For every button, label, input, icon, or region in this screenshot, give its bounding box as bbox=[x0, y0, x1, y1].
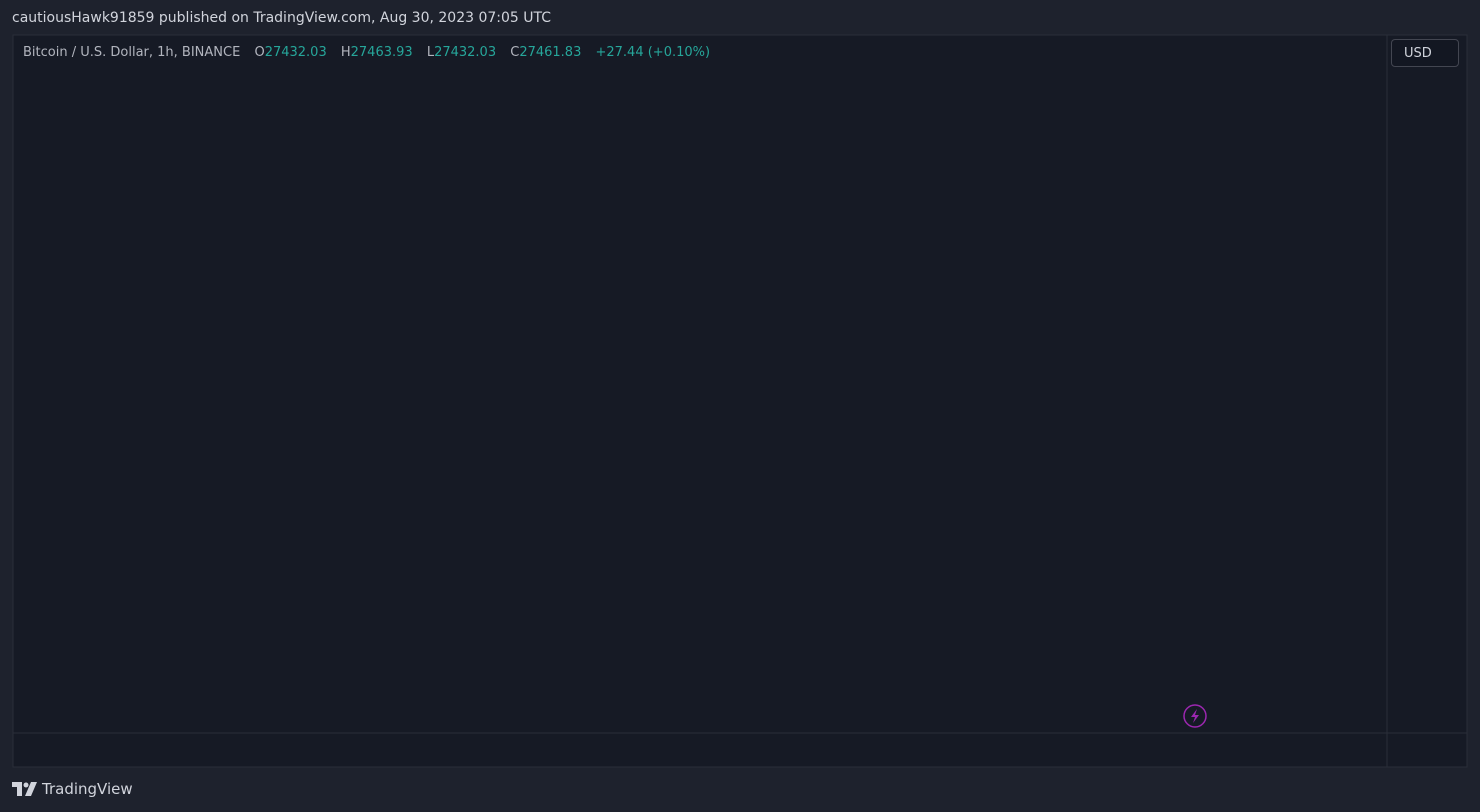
close-value: 27461.83 bbox=[519, 45, 582, 60]
alert-icon[interactable] bbox=[1183, 704, 1207, 728]
low-value: 27432.03 bbox=[434, 45, 497, 60]
publish-header: cautiousHawk91859 published on TradingVi… bbox=[12, 10, 552, 26]
logo-icon bbox=[12, 782, 37, 796]
alert-bolt bbox=[1191, 709, 1199, 723]
change: +27.44 (+0.10%) bbox=[595, 45, 711, 60]
open-value: 27432.03 bbox=[264, 45, 327, 60]
brand: TradingView bbox=[42, 780, 133, 798]
high-value: 27463.93 bbox=[350, 45, 413, 60]
high-label: H bbox=[340, 45, 351, 60]
close-label: C bbox=[510, 45, 520, 60]
legend: Bitcoin / U.S. Dollar, 1h, BINANCE O2743… bbox=[23, 45, 720, 60]
symbol: Bitcoin / U.S. Dollar, 1h, BINANCE bbox=[23, 45, 241, 60]
open-label: O bbox=[254, 45, 265, 60]
chart-frame bbox=[12, 34, 1468, 768]
low-label: L bbox=[426, 45, 435, 60]
currency-button[interactable]: USD bbox=[1391, 39, 1459, 67]
footer: TradingView bbox=[12, 780, 133, 798]
